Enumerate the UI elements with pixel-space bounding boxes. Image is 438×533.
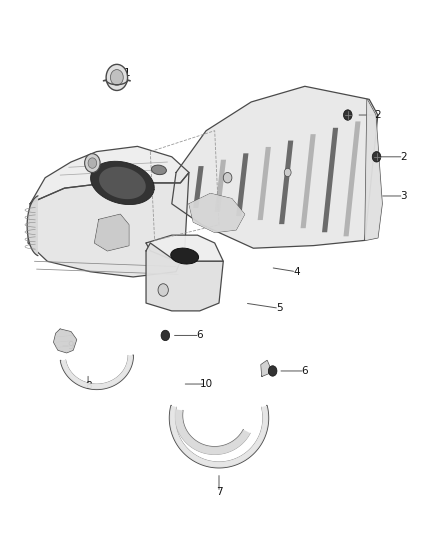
Polygon shape xyxy=(365,99,382,240)
Polygon shape xyxy=(236,154,248,216)
Circle shape xyxy=(158,284,168,296)
Polygon shape xyxy=(146,235,223,261)
Polygon shape xyxy=(170,406,268,467)
Text: 3: 3 xyxy=(400,191,407,201)
Polygon shape xyxy=(300,134,316,228)
Polygon shape xyxy=(91,161,154,205)
Text: 5: 5 xyxy=(276,303,283,313)
Circle shape xyxy=(343,110,352,120)
Text: 9: 9 xyxy=(67,341,74,351)
Circle shape xyxy=(88,158,97,168)
Ellipse shape xyxy=(152,165,166,175)
Circle shape xyxy=(85,154,100,173)
Text: 6: 6 xyxy=(196,330,203,341)
Circle shape xyxy=(223,173,232,183)
Circle shape xyxy=(372,151,381,162)
Text: 2: 2 xyxy=(400,152,407,162)
Circle shape xyxy=(161,330,170,341)
Text: 4: 4 xyxy=(293,266,300,277)
Polygon shape xyxy=(215,160,226,212)
Text: 8: 8 xyxy=(85,381,92,391)
Circle shape xyxy=(284,168,291,176)
Polygon shape xyxy=(30,147,189,204)
Polygon shape xyxy=(261,360,270,376)
Text: 10: 10 xyxy=(200,379,213,389)
Polygon shape xyxy=(146,243,223,311)
Polygon shape xyxy=(258,147,271,220)
Polygon shape xyxy=(95,214,129,251)
Polygon shape xyxy=(193,166,204,208)
Polygon shape xyxy=(279,141,293,224)
Text: 1: 1 xyxy=(124,68,130,78)
Polygon shape xyxy=(172,86,378,248)
Text: 6: 6 xyxy=(301,366,308,376)
Text: 7: 7 xyxy=(215,487,223,497)
Polygon shape xyxy=(28,173,189,277)
Polygon shape xyxy=(189,193,245,232)
Polygon shape xyxy=(99,167,146,199)
Polygon shape xyxy=(343,122,360,236)
Polygon shape xyxy=(54,329,77,353)
Text: 2: 2 xyxy=(374,110,381,120)
Ellipse shape xyxy=(171,248,198,264)
Circle shape xyxy=(268,366,277,376)
Circle shape xyxy=(110,70,123,85)
Polygon shape xyxy=(27,196,38,256)
Polygon shape xyxy=(322,128,338,232)
Polygon shape xyxy=(175,409,250,455)
Polygon shape xyxy=(60,356,133,389)
Circle shape xyxy=(106,64,127,91)
